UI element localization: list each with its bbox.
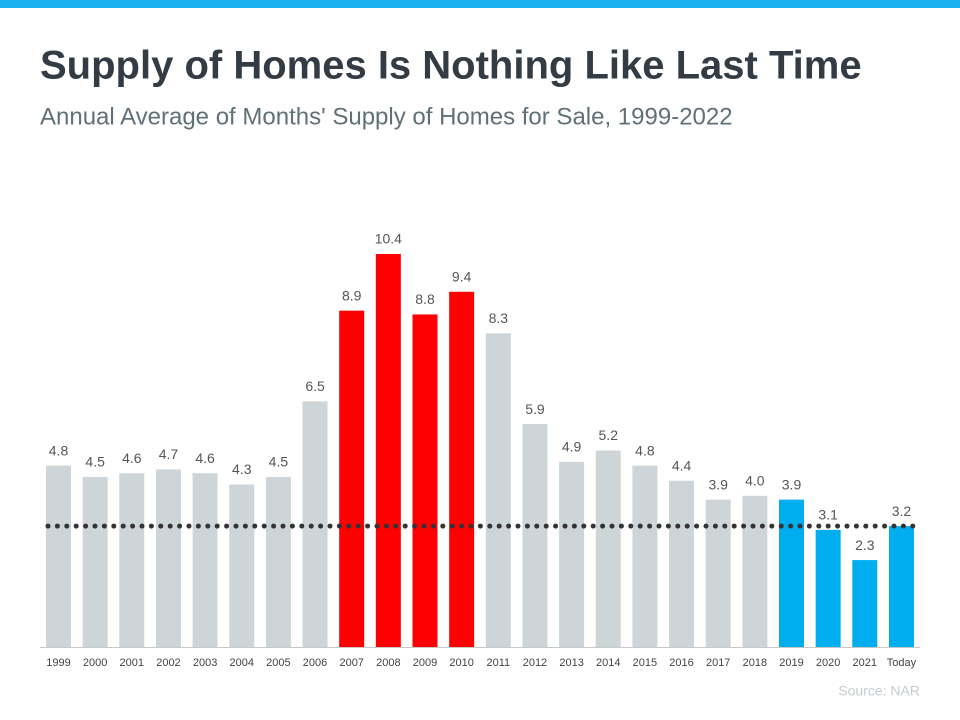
bar — [46, 465, 71, 647]
x-tick-label: 2001 — [120, 657, 144, 669]
bar — [412, 314, 438, 647]
value-label: 4.5 — [85, 454, 105, 470]
value-label: 9.4 — [452, 268, 472, 284]
bar — [192, 473, 218, 647]
bar — [632, 465, 658, 647]
x-tick-label: 2000 — [83, 657, 107, 669]
value-label: 4.6 — [122, 450, 142, 466]
bar — [119, 473, 145, 647]
bar — [375, 254, 401, 647]
value-label: 4.4 — [672, 457, 692, 473]
value-label: 4.8 — [49, 442, 69, 458]
value-label: 4.7 — [159, 446, 179, 462]
x-tick-label: 2002 — [156, 657, 180, 669]
x-tick-label: 2018 — [743, 657, 767, 669]
bar — [155, 469, 181, 647]
x-tick-label: 2006 — [303, 657, 327, 669]
bar — [522, 424, 548, 647]
value-label: 6.5 — [305, 378, 325, 394]
value-label: 8.3 — [489, 310, 509, 326]
bar — [742, 495, 768, 647]
bar — [302, 401, 328, 647]
x-tick-label: 2015 — [633, 657, 657, 669]
bar — [888, 526, 914, 647]
bar — [815, 529, 841, 647]
bar — [595, 450, 621, 647]
value-label: 8.8 — [415, 291, 435, 307]
bar — [559, 461, 585, 647]
bar — [779, 499, 804, 647]
bar — [265, 476, 291, 647]
x-tick-label: 2021 — [853, 657, 877, 669]
x-tick-label: 2013 — [559, 657, 583, 669]
x-tick-label: 2007 — [339, 657, 363, 669]
x-tick-label: 1999 — [46, 657, 70, 669]
bar — [229, 484, 255, 647]
value-label: 3.2 — [892, 503, 912, 519]
bar — [852, 560, 878, 647]
value-label: 4.5 — [269, 454, 289, 470]
x-tick-label: 2017 — [706, 657, 730, 669]
value-label: 2.3 — [855, 537, 875, 553]
x-tick-label: 2009 — [413, 657, 437, 669]
x-tick-label: 2019 — [779, 657, 803, 669]
x-tick-label: 2020 — [816, 657, 840, 669]
value-label: 4.9 — [562, 439, 582, 455]
value-label: 4.6 — [195, 450, 215, 466]
x-tick-label: 2010 — [449, 657, 473, 669]
chart-subtitle: Annual Average of Months' Supply of Home… — [40, 103, 733, 130]
x-tick-label: Today — [887, 657, 917, 669]
value-label: 3.1 — [818, 507, 838, 523]
value-label: 5.9 — [525, 401, 545, 417]
value-label: 4.3 — [232, 461, 252, 477]
value-label: 3.9 — [708, 476, 728, 492]
value-label: 8.9 — [342, 287, 362, 303]
x-tick-label: 2011 — [486, 657, 510, 669]
value-label: 4.0 — [745, 473, 765, 489]
x-tick-label: 2014 — [596, 657, 620, 669]
value-label: 4.8 — [635, 442, 655, 458]
bar — [449, 291, 475, 647]
value-label: 5.2 — [599, 427, 619, 443]
bar — [705, 499, 731, 647]
bar — [82, 476, 108, 647]
value-label: 10.4 — [375, 231, 402, 247]
x-tick-label: 2012 — [523, 657, 547, 669]
bar — [339, 310, 365, 647]
source: Source: NAR — [838, 683, 920, 699]
bar — [485, 333, 511, 647]
x-tick-label: 2004 — [230, 657, 254, 669]
chart-title: Supply of Homes Is Nothing Like Last Tim… — [40, 44, 862, 88]
top-band — [0, 0, 960, 8]
x-tick-label: 2016 — [669, 657, 693, 669]
x-tick-label: 2008 — [376, 657, 400, 669]
bar — [669, 480, 695, 647]
x-tick-label: 2003 — [193, 657, 217, 669]
value-label: 3.9 — [782, 476, 802, 492]
x-tick-label: 2005 — [266, 657, 290, 669]
